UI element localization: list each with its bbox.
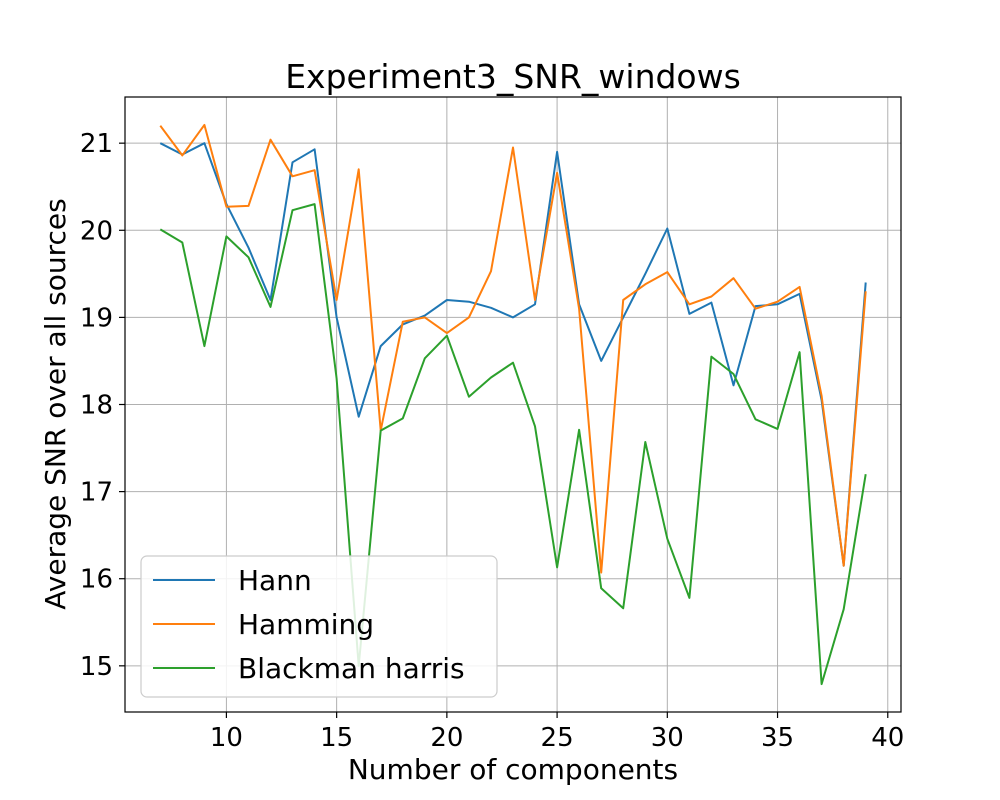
grid-lines [125,97,901,712]
series-line-blackman-harris [159,203,867,686]
y-axis-ticks: 15 16 17 18 19 20 21 [80,129,125,682]
legend-entry: Blackman harris [238,652,465,685]
legend-box [140,555,498,698]
y-tick-label: 21 [80,129,113,159]
legend: Hann Hamming Blackman harris [140,555,498,698]
series-line-hann [159,142,867,567]
legend-entry: Hamming [238,608,374,641]
x-tick-label: 10 [210,723,243,753]
x-tick-label: 20 [430,723,463,753]
y-tick-label: 15 [80,652,113,682]
x-axis-label: Number of components [348,753,678,786]
y-tick-label: 17 [80,478,113,508]
series-line-hamming [159,123,867,574]
legend-entry: Hann [238,564,312,597]
y-axis-label: Average SNR over all sources [39,198,72,609]
series-layer [159,123,867,686]
chart-title: Experiment3_SNR_windows [285,57,741,96]
x-tick-label: 25 [541,723,574,753]
x-tick-label: 40 [871,723,904,753]
x-tick-label: 35 [761,723,794,753]
y-tick-label: 18 [80,391,113,421]
x-axis-ticks: 10 15 20 25 30 35 40 [210,712,904,753]
y-tick-label: 19 [80,303,113,333]
x-tick-label: 30 [651,723,684,753]
y-tick-label: 16 [80,565,113,595]
y-tick-label: 20 [80,216,113,246]
x-tick-label: 15 [320,723,353,753]
